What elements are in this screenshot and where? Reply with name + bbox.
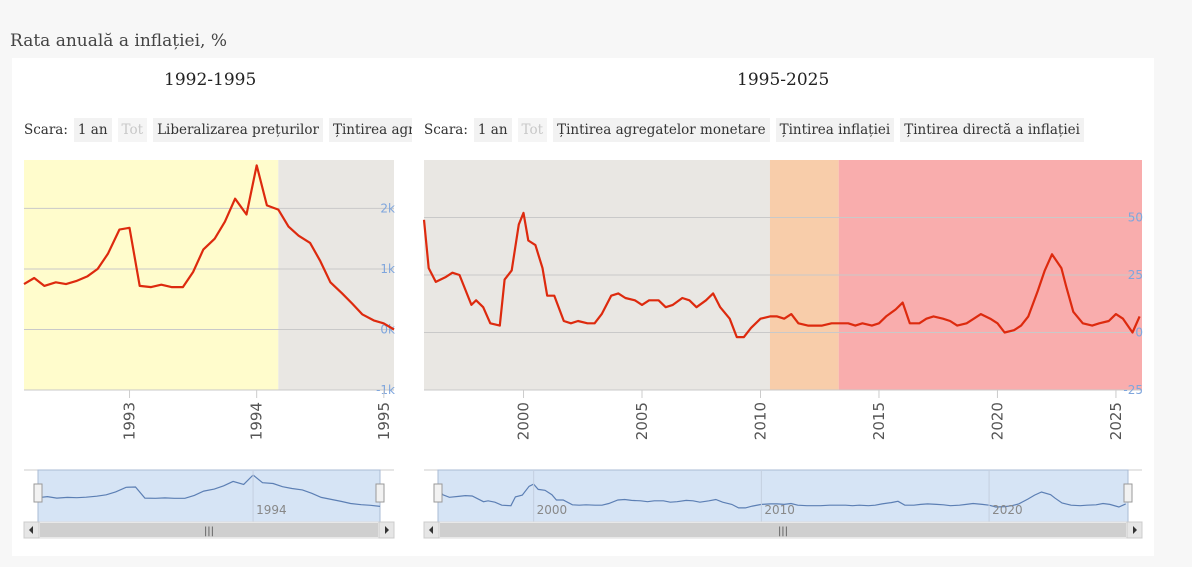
scrollbar-thumb[interactable] bbox=[40, 523, 378, 537]
x-tick-label: 2020 bbox=[988, 402, 1006, 440]
y-tick-label: 0k bbox=[380, 322, 395, 336]
y-tick-label: -25 bbox=[1123, 383, 1143, 397]
x-tick-label: 2015 bbox=[870, 402, 888, 440]
toolbar-right: Scara: 1 an Tot Țintirea agregatelor mon… bbox=[424, 117, 1144, 143]
range-all-button[interactable]: Tot bbox=[517, 118, 548, 142]
navigator-selection[interactable] bbox=[37, 469, 381, 523]
scale-label: Scara: bbox=[24, 122, 68, 138]
navigator-right-handle[interactable] bbox=[375, 483, 385, 503]
navigator-left-handle[interactable] bbox=[433, 483, 443, 503]
plot-band-0 bbox=[24, 160, 279, 390]
x-tick-label: 1995 bbox=[375, 402, 393, 440]
series-line bbox=[23, 164, 395, 331]
x-tick-label: 1994 bbox=[248, 402, 266, 440]
chevron-left-icon bbox=[429, 526, 433, 534]
y-tick-label: 50 bbox=[1128, 211, 1143, 225]
page-title: Rata anuală a inflației, % bbox=[10, 31, 227, 51]
charts-card: 1992-1995 1995-2025 Scara: 1 an Tot Libe… bbox=[12, 58, 1154, 556]
scale-label: Scara: bbox=[424, 122, 468, 138]
chart-right-svg: 50 25 0 -25 2000 2005 2010 2015 2020 2025 2000 2010… bbox=[422, 160, 1143, 539]
series-line bbox=[422, 211, 1141, 339]
range-monetary-aggregates-button[interactable]: Țintirea agregatelor monetare bbox=[328, 118, 412, 142]
y-tick-label: 25 bbox=[1128, 268, 1143, 282]
x-tick-label: 2010 bbox=[751, 402, 769, 440]
toolbar-left: Scara: 1 an Tot Liberalizarea prețurilor… bbox=[24, 117, 412, 143]
range-monetary-aggregates-button[interactable]: Țintirea agregatelor monetare bbox=[553, 118, 770, 142]
scrollbar-thumb[interactable] bbox=[440, 523, 1126, 537]
chevron-right-icon bbox=[385, 526, 389, 534]
navigator-series-line bbox=[437, 483, 1126, 509]
navigator-tick-label: 1994 bbox=[256, 503, 287, 517]
range-direct-inflation-targeting-button[interactable]: Țintirea directă a inflației bbox=[900, 118, 1084, 142]
navigator-tick-label: 2000 bbox=[537, 503, 568, 517]
chart-title-right: 1995-2025 bbox=[737, 70, 830, 90]
chevron-left-icon bbox=[29, 526, 33, 534]
y-tick-label: -1k bbox=[376, 383, 395, 397]
range-inflation-targeting-button[interactable]: Țintirea inflației bbox=[775, 118, 895, 142]
x-tick-label: 2025 bbox=[1107, 402, 1125, 440]
range-price-liberalization-button[interactable]: Liberalizarea prețurilor bbox=[153, 118, 323, 142]
navigator-tick-label: 2020 bbox=[992, 503, 1023, 517]
navigator-tick-label: 2010 bbox=[764, 503, 795, 517]
y-tick-label: 1k bbox=[380, 262, 395, 276]
scrollbar-grip-icon: ||| bbox=[778, 526, 788, 537]
x-tick-label: 2005 bbox=[633, 402, 651, 440]
chevron-right-icon bbox=[1133, 526, 1137, 534]
navigator-right-handle[interactable] bbox=[1123, 483, 1133, 503]
chart-left-svg: 2k 1k 0k -1k 1993 1994 1995 1994 ||| bbox=[23, 160, 395, 539]
x-tick-label: 2000 bbox=[515, 402, 533, 440]
chart-title-left: 1992-1995 bbox=[164, 70, 257, 90]
x-tick-label: 1993 bbox=[121, 402, 139, 440]
y-tick-label: 2k bbox=[380, 201, 395, 215]
range-1y-button[interactable]: 1 an bbox=[473, 118, 512, 142]
range-1y-button[interactable]: 1 an bbox=[73, 118, 112, 142]
scrollbar-grip-icon: ||| bbox=[204, 526, 214, 537]
navigator-series-line bbox=[37, 474, 381, 507]
y-tick-label: 0 bbox=[1135, 326, 1143, 340]
navigator-left-handle[interactable] bbox=[33, 483, 43, 503]
range-all-button[interactable]: Tot bbox=[117, 118, 148, 142]
plot-band-1 bbox=[278, 160, 394, 390]
